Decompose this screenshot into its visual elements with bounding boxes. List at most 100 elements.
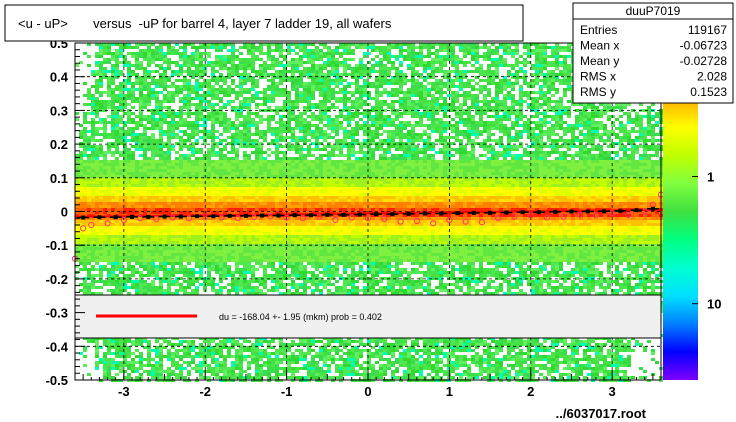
red-profile-point [169,214,176,221]
black-profile-point [129,214,134,219]
black-profile-point [536,210,541,215]
black-profile-point [309,213,314,218]
red-profile-point [364,215,372,222]
red-profile-point [397,218,404,225]
y-tick-label: 0.2 [50,137,68,152]
x-tick-label: 0 [364,384,371,399]
black-profile-point [146,214,151,219]
black-profile-point [520,210,525,215]
black-profile-point [553,209,558,214]
y-tick-label: 0.4 [50,70,69,85]
black-profile-point [455,211,460,216]
black-profile-point [195,214,200,219]
fit-legend-text: du = -168.04 +- 1.95 (mkm) prob = 0.402 [219,312,382,322]
stats-row-label: Entries [580,23,617,37]
red-profile-point [543,214,551,221]
stats-row-value: 2.028 [697,70,727,84]
x-tick-label: 2 [527,384,534,399]
black-profile-point [81,215,86,220]
title-box: <u - uP> versus -uP for barrel 4, layer … [4,4,524,42]
x-tick-label: 1 [446,384,453,399]
red-profile-point [609,210,616,217]
black-profile-point [650,206,655,211]
red-profile-point [560,213,567,220]
red-profile-point [576,211,583,218]
red-profile-point [218,214,225,221]
y-tick-label: 0.1 [50,171,68,186]
stats-row-label: Mean x [580,39,619,53]
black-profile-point [113,215,118,220]
fit-line-layer [74,208,662,218]
black-profile-point [325,212,330,217]
stats-row-value: -0.06723 [680,39,728,53]
stats-row-value: -0.02728 [680,54,728,68]
red-profile-point [88,221,95,229]
x-tick-label: -2 [199,384,211,399]
red-profile-point [104,220,111,227]
red-profile-point [185,215,193,222]
y-tick-label: -0.1 [46,238,68,253]
black-profile-point [97,215,102,220]
black-profile-point [634,208,639,213]
red-profile-point [446,216,453,224]
black-profile-point [260,213,265,218]
y-tick-label: -0.2 [46,272,68,287]
black-profile-point [569,209,574,214]
stats-row-label: RMS x [580,70,616,84]
black-profile-point [178,214,183,219]
chart-title: <u - uP> versus -uP for barrel 4, layer … [18,16,392,31]
black-profile-point [276,213,281,218]
black-profile-point [585,209,590,214]
red-profile-point [430,220,437,227]
black-profile-point [602,209,607,214]
x-tick-label: 3 [609,384,616,399]
black-profile-point [390,212,395,217]
black-profile-point [422,211,427,216]
fit-legend: du = -168.04 +- 1.95 (mkm) prob = 0.402 [74,294,662,339]
x-axis: -3 -2 -1 0 1 2 3 [82,370,654,399]
red-profile-point [316,213,323,220]
y-tick-label: 0 [61,205,68,220]
red-profile-point [250,213,258,220]
stats-row-value: 119167 [688,23,727,37]
y-tick-label: -0.3 [46,306,68,321]
y-tick-label: -0.5 [46,373,68,388]
black-profile-point [211,214,216,219]
stats-box: duuP7019 Entries 119167 Mean x -0.06723 Mean… [572,2,734,104]
red-profile-point [381,215,388,223]
stats-name: duuP7019 [626,4,681,18]
red-profile-point [120,216,127,224]
red-profile-point [462,218,469,225]
black-profile-point [243,213,248,218]
stats-row-label: RMS y [580,85,616,99]
black-profile-point [227,213,232,218]
red-profile-point [495,215,502,222]
red-profile-point [527,212,534,219]
footer-label: ../6037017.root [556,406,647,421]
black-profile-point [374,212,379,217]
fit-line [74,208,662,218]
black-profile-point [488,210,493,215]
red-profile-point [80,225,87,232]
black-profile-point [292,213,297,218]
black-profile-point [471,210,476,215]
black-profile-point [162,214,167,219]
black-profile-point [504,210,509,215]
red-profile-point [137,215,144,222]
x-tick-label: -3 [118,384,130,399]
red-profile-point [299,215,306,222]
red-profile-point [625,211,632,218]
y-tick-label: -0.4 [46,339,69,354]
colorbar-label: 1 [707,170,714,185]
red-profile-point [478,219,486,226]
red-profile-point [283,214,290,221]
black-profile-point [406,211,411,216]
red-profile-point [234,215,241,222]
y-tick-label: 0.3 [50,103,68,118]
x-tick-label: -1 [281,384,293,399]
stats-row-value: 0.1523 [690,85,727,99]
black-profile-point [439,211,444,216]
red-profile-point [511,213,518,220]
colorbar-label: 10 [707,297,721,312]
